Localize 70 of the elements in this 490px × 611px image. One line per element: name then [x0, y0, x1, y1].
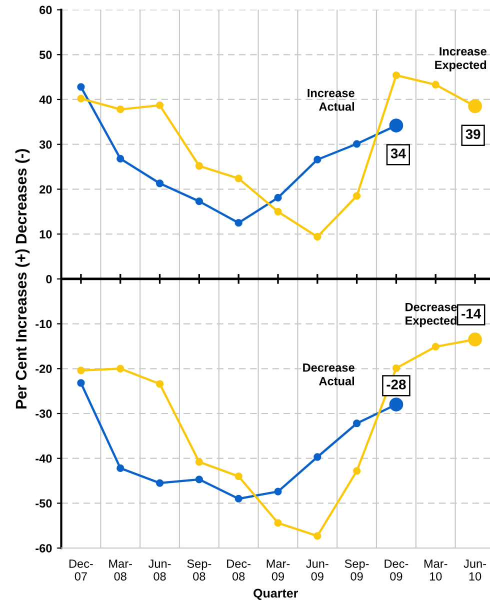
y-tick-label: 60 [40, 6, 52, 14]
point [352, 192, 361, 200]
point [195, 476, 203, 484]
point [195, 162, 203, 170]
point [274, 208, 282, 216]
point [352, 467, 361, 475]
x-tick-label: Mar- 10 [424, 560, 448, 581]
point [314, 532, 322, 540]
point [77, 83, 85, 91]
x-tick-label: Dec- 08 [227, 560, 251, 581]
data-label: -28 [386, 380, 406, 390]
x-tick-label: Jun- 09 [306, 560, 328, 581]
point [156, 380, 164, 388]
point [156, 102, 164, 110]
x-tick-label: Jun- 10 [464, 560, 486, 581]
point [116, 106, 124, 114]
point [195, 458, 203, 466]
y-tick-label: -20 [36, 364, 52, 374]
y-tick-label: 50 [39, 50, 52, 60]
x-tick-label: Mar- 09 [266, 560, 290, 581]
point [116, 364, 124, 372]
y-tick-label: 0 [46, 274, 52, 284]
y-tick-label: 20 [40, 185, 52, 194]
point [314, 453, 322, 461]
point [314, 232, 322, 241]
y-axis-title: Per Cent Increases (+) Decreases (-) [15, 149, 30, 408]
point [234, 494, 242, 503]
point [432, 342, 440, 350]
point [352, 140, 361, 148]
point [274, 194, 282, 202]
x-tick-label: Jun- 08 [148, 560, 171, 581]
y-tick-label: -40 [36, 454, 52, 463]
point [234, 219, 242, 227]
point [77, 379, 85, 387]
data-label: 34 [390, 148, 406, 158]
y-tick-label: -10 [36, 320, 52, 328]
point [392, 364, 400, 372]
data-label: 39 [466, 129, 480, 140]
point [234, 472, 242, 480]
y-tick-label: -60 [36, 544, 52, 552]
x-tick-label: Mar- 08 [109, 560, 132, 581]
data-label: -14 [462, 308, 482, 318]
point [195, 198, 203, 206]
y-tick-label: -30 [36, 410, 52, 418]
point [77, 366, 85, 374]
point [314, 156, 322, 164]
point [392, 71, 400, 80]
point [352, 420, 361, 428]
y-tick-label: 30 [39, 140, 52, 149]
point [432, 80, 440, 89]
point [116, 464, 124, 472]
point [274, 488, 282, 496]
x-tick-label: Sep- 08 [187, 559, 212, 581]
point [116, 154, 124, 163]
point [77, 94, 85, 102]
x-tick-label: Dec- 07 [69, 560, 93, 581]
point [156, 180, 164, 188]
text: Decrease Actual [303, 364, 354, 386]
x-tick-label: Dec- 09 [384, 560, 408, 581]
y-tick-label: 10 [40, 230, 52, 238]
x-tick-label: Sep- 09 [344, 559, 369, 581]
series-label: Decrease Expected [406, 302, 457, 328]
text: Increase Actual [308, 88, 354, 111]
series-label: Increase Expected [435, 47, 486, 72]
y-tick-label: 40 [39, 96, 52, 104]
point [234, 174, 242, 182]
x-axis-title: Quarter [254, 588, 298, 600]
y-tick-label: -50 [36, 499, 52, 508]
point [156, 479, 164, 487]
point [274, 519, 282, 527]
